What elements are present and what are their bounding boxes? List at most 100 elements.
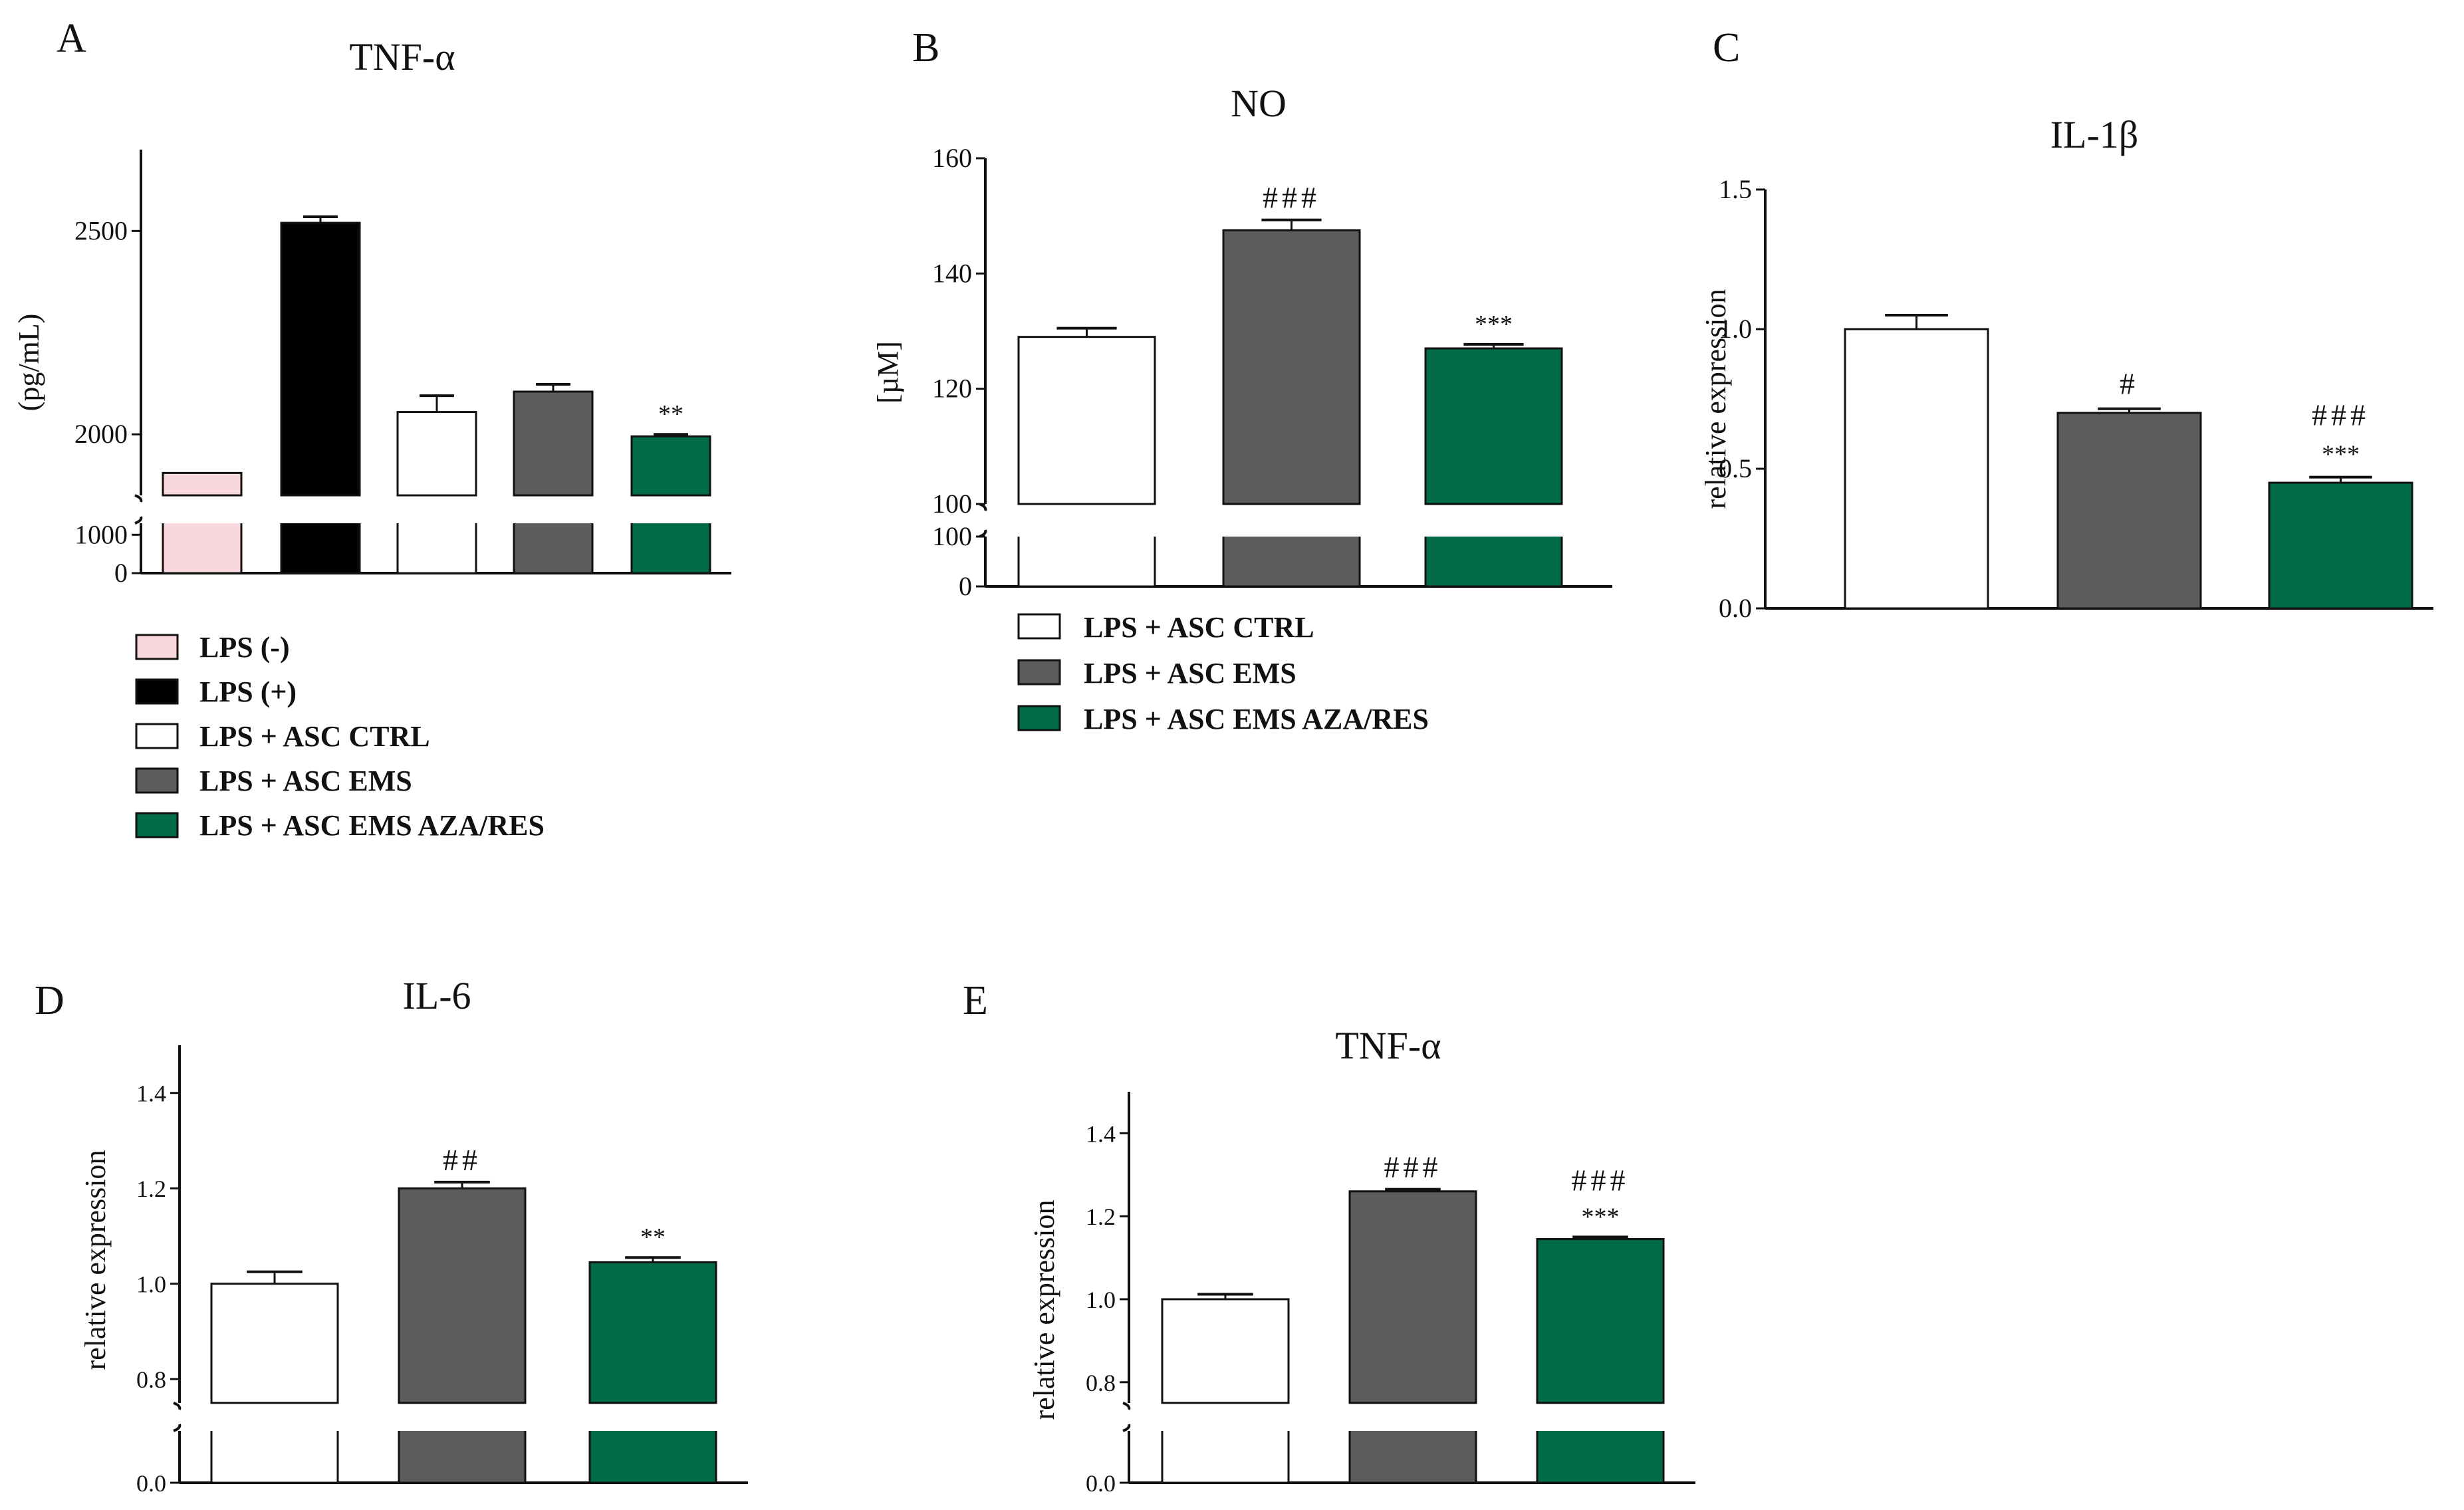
y-tick-label: 1.2 [1086, 1203, 1116, 1230]
panel-a: A TNF-α (pg/mL) 2000 2500 0 1000 ** [13, 16, 731, 588]
legend-b-swatch-ctrl [1017, 613, 1061, 640]
axis-break-upper [134, 494, 143, 503]
chart-title-b: NO [1231, 82, 1287, 125]
legend-a: LPS (-) LPS (+) LPS + ASC CTRL LPS + ASC… [135, 631, 545, 842]
bars-d: ## ** [210, 1143, 717, 1484]
bar-lower-segment [210, 1431, 339, 1484]
y-tick-label: 1.4 [1086, 1120, 1116, 1147]
legend-b-label-ems: LPS + ASC EMS [1084, 657, 1296, 690]
significance-label: ### [1572, 1163, 1630, 1197]
bar-lower-segment [396, 523, 477, 574]
panel-c: C IL-1β relative expression 0.0 0.5 1.0 1.5… [1699, 25, 2433, 623]
bar [1017, 336, 1156, 505]
bar [2056, 412, 2202, 610]
significance-label: *** [2322, 441, 2360, 469]
bar [1536, 1238, 1665, 1404]
bar [588, 1261, 717, 1404]
legend-a-label-lps-neg: LPS (-) [199, 631, 290, 664]
legend-a-swatch-ems [135, 767, 179, 794]
legend-a-swatch-lps-pos [135, 678, 179, 705]
significance-label: # [2120, 367, 2139, 401]
y-tick-label: 0 [959, 571, 972, 601]
significance-label: *** [1475, 311, 1513, 338]
panel-d: D IL-6 relative expression 0.8 1.0 1.2 1.4 0… [35, 974, 748, 1497]
bars-a: ** [162, 215, 711, 574]
bar [1424, 347, 1563, 505]
significance-label: ** [658, 400, 683, 428]
bar [162, 471, 243, 497]
legend-b-swatch-aza [1017, 705, 1061, 731]
y-tick-label: 100 [932, 489, 972, 519]
axis-break-lower [173, 1424, 182, 1432]
significance-label: ### [2312, 398, 2370, 432]
y-tick-label: 1.0 [136, 1271, 166, 1298]
bar-lower-segment [280, 523, 361, 574]
bar [396, 411, 477, 497]
y-tick-label: 2500 [74, 215, 128, 245]
panel-label-d: D [35, 978, 64, 1023]
legend-a-label-ctrl: LPS + ASC CTRL [199, 720, 430, 753]
bar-lower-segment [1161, 1431, 1290, 1484]
bars-e: ### *** ### [1161, 1150, 1665, 1484]
legend-b-label-aza: LPS + ASC EMS AZA/RES [1084, 703, 1429, 735]
significance-label: ### [1263, 181, 1320, 215]
y-tick-label: 1.4 [136, 1080, 166, 1107]
bar-lower-segment [1424, 537, 1563, 588]
y-tick-label: 1.2 [136, 1176, 166, 1202]
axis-break-upper [1122, 1402, 1131, 1410]
legend-a-label-aza: LPS + ASC EMS AZA/RES [199, 809, 545, 842]
significance-label: ** [640, 1223, 666, 1251]
panel-label-a: A [57, 16, 86, 61]
bar [398, 1187, 527, 1404]
panel-label-b: B [912, 25, 939, 70]
y-tick-label: 1.5 [1719, 174, 1752, 204]
bar-lower-segment [162, 523, 243, 574]
bar-lower-segment [513, 523, 594, 574]
chart-title-c: IL-1β [2050, 113, 2139, 156]
legend-a-swatch-aza [135, 812, 179, 838]
chart-title-e: TNF-α [1335, 1024, 1441, 1067]
bar-lower-segment [398, 1431, 527, 1484]
bar-lower-segment [1348, 1431, 1477, 1484]
legend-a-swatch-ctrl [135, 723, 179, 749]
bar [280, 221, 361, 497]
y-tick-label: 0.8 [136, 1366, 166, 1393]
axes-a: 2000 2500 0 1000 [74, 150, 731, 588]
bars-c: # *** ### [1844, 314, 2413, 610]
panel-e: E TNF-α relative expression 0.8 1.0 1.2 1.4… [963, 978, 1695, 1497]
bars-b: ### *** [1017, 181, 1563, 588]
chart-title-d: IL-6 [402, 974, 471, 1017]
y-axis-label-d: relative expression [79, 1150, 112, 1370]
y-tick-label: 0.0 [136, 1470, 166, 1497]
panel-b: B NO [µM] 100 120 140 160 0 100 ### *** [872, 25, 1612, 601]
y-tick-label: 120 [932, 374, 972, 404]
y-tick-label: 1000 [74, 519, 128, 549]
bar [1348, 1190, 1477, 1404]
y-axis-label-c: relative expression [1699, 289, 1732, 509]
significance-label: *** [1582, 1203, 1620, 1231]
bar [210, 1283, 339, 1404]
legend-b: LPS + ASC CTRL LPS + ASC EMS LPS + ASC E… [1017, 611, 1429, 735]
y-axis-label-b: [µM] [872, 341, 904, 404]
bar-lower-segment [1222, 537, 1361, 588]
bar-lower-segment [1017, 537, 1156, 588]
panel-label-e: E [963, 978, 988, 1023]
y-tick-label: 140 [932, 258, 972, 288]
legend-a-label-lps-pos: LPS (+) [199, 676, 297, 708]
bar [513, 390, 594, 497]
bar [1161, 1298, 1290, 1404]
bar-lower-segment [588, 1431, 717, 1484]
y-tick-label: 160 [932, 143, 972, 173]
axis-break-lower [134, 516, 143, 525]
y-axis-label-e: relative expression [1028, 1199, 1060, 1420]
bar [2268, 481, 2413, 610]
y-tick-label: 0.0 [1719, 593, 1752, 623]
y-tick-label: 0 [114, 558, 128, 588]
y-tick-label: 100 [932, 521, 972, 551]
significance-label: ## [443, 1143, 481, 1177]
axis-break-upper [173, 1402, 182, 1410]
bar [630, 435, 711, 497]
y-tick-label: 2000 [74, 419, 128, 449]
y-axis-label-a: (pg/mL) [13, 314, 45, 412]
legend-b-label-ctrl: LPS + ASC CTRL [1084, 611, 1314, 644]
